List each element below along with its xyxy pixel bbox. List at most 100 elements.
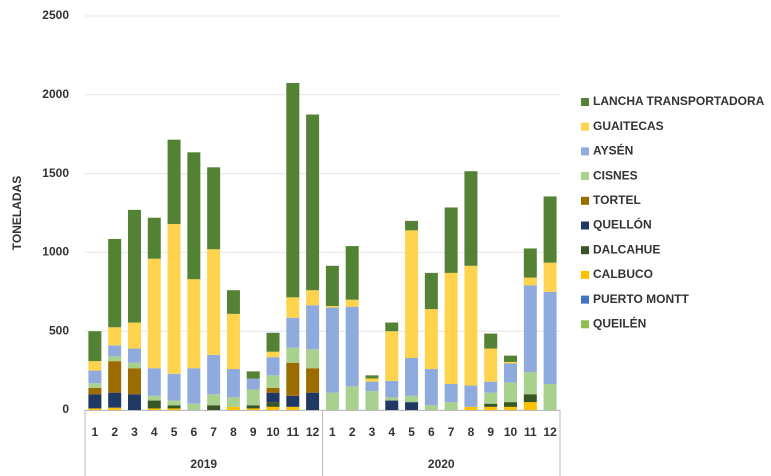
legend-label: GUAITECAS: [593, 119, 664, 133]
legend-swatch: [581, 221, 589, 230]
bar-segment: [207, 394, 221, 406]
bar-segment: [523, 285, 537, 373]
bar-segment: [484, 381, 498, 393]
bar-segment: [464, 385, 478, 407]
x-tick-label: 7: [210, 425, 217, 439]
bar-segment: [108, 239, 122, 328]
bar-segment: [306, 290, 320, 306]
x-tick-label: 11: [524, 425, 537, 439]
legend-swatch: [581, 172, 589, 181]
bar-segment: [207, 249, 221, 355]
bar-segment: [543, 196, 557, 263]
bar-segment: [226, 290, 240, 314]
bar-segment: [325, 392, 339, 410]
bar-segment: [523, 372, 537, 395]
bar-segment: [306, 305, 320, 350]
bar-segment: [187, 403, 201, 410]
bar-segment: [187, 368, 201, 404]
x-tick-label: 11: [286, 425, 299, 439]
bar-segment: [345, 299, 359, 307]
bar-segment: [345, 246, 359, 300]
bar-segment: [127, 209, 141, 323]
y-tick-label: 2500: [42, 8, 69, 22]
legend-label: AYSÉN: [593, 143, 633, 158]
bar-segment: [147, 408, 161, 410]
bar-segment: [523, 277, 537, 286]
x-tick-label: 8: [230, 425, 237, 439]
bar-segment: [266, 332, 280, 352]
bar-segment: [108, 356, 122, 362]
bar-segment: [108, 345, 122, 357]
bar-segment: [444, 383, 458, 403]
bar-segment: [405, 220, 419, 231]
bar-segment: [226, 406, 240, 410]
group-label: 2019: [190, 457, 217, 471]
bar-segment: [306, 392, 320, 410]
bar-segment: [385, 322, 399, 332]
legend-label: CISNES: [593, 168, 638, 182]
y-axis-label: TONELADAS: [10, 176, 24, 250]
bar-segment: [246, 405, 260, 409]
bar-segment: [187, 279, 201, 369]
bar-segment: [246, 408, 260, 410]
legend-swatch: [581, 295, 589, 304]
bar-segment: [543, 262, 557, 292]
x-tick-label: 1: [329, 425, 336, 439]
x-tick-label: 3: [131, 425, 138, 439]
bar-segment: [167, 139, 181, 225]
legend-label: QUELLÓN: [593, 217, 652, 232]
legend-label: PUERTO MONTT: [593, 292, 689, 306]
bar-segment: [266, 387, 280, 393]
bar-segment: [167, 400, 181, 406]
x-tick-label: 3: [369, 425, 376, 439]
bar-segment: [504, 402, 518, 407]
bar-segment: [147, 395, 161, 401]
bar-segment: [266, 402, 280, 407]
legend-swatch: [581, 147, 589, 156]
bar-segment: [504, 406, 518, 410]
x-tick-label: 7: [448, 425, 455, 439]
bar-segment: [365, 375, 379, 379]
bar-segment: [444, 207, 458, 273]
bar-segment: [108, 407, 122, 410]
legend-label: LANCHA TRANSPORTADORA: [593, 94, 765, 108]
bar-segment: [543, 383, 557, 410]
bar-segment: [405, 230, 419, 358]
bar-segment: [484, 333, 498, 349]
bar-segment: [424, 309, 438, 370]
bar-segment: [405, 357, 419, 396]
bar-segment: [484, 406, 498, 410]
bar-segment: [108, 392, 122, 408]
x-tick-label: 5: [408, 425, 415, 439]
bar-segment: [405, 395, 419, 403]
bar-segment: [167, 373, 181, 401]
bar-segment: [88, 383, 102, 388]
legend-swatch: [581, 320, 589, 329]
x-tick-label: 9: [487, 425, 494, 439]
x-tick-label: 4: [388, 425, 395, 439]
bar-segment: [127, 368, 141, 395]
x-tick-label: 6: [191, 425, 198, 439]
legend-swatch: [581, 196, 589, 205]
bar-segment: [464, 265, 478, 386]
bar-segment: [405, 402, 419, 410]
bar-segment: [286, 406, 300, 410]
bar-segment: [365, 381, 379, 392]
bar-segment: [424, 272, 438, 310]
bar-segment: [127, 394, 141, 410]
bar-segment: [543, 291, 557, 384]
legend-swatch: [581, 246, 589, 255]
bar-segment: [167, 405, 181, 409]
bar-segment: [365, 391, 379, 410]
bar-segment: [504, 382, 518, 403]
bar-segment: [444, 402, 458, 410]
bar-segment: [147, 258, 161, 369]
y-tick-label: 2000: [42, 87, 69, 101]
bar-segment: [88, 408, 102, 410]
bar-segment: [385, 397, 399, 401]
legend-swatch: [581, 270, 589, 279]
bar-segment: [444, 272, 458, 384]
bar-segment: [484, 392, 498, 404]
x-tick-label: 1: [92, 425, 99, 439]
bar-segment: [88, 331, 102, 362]
